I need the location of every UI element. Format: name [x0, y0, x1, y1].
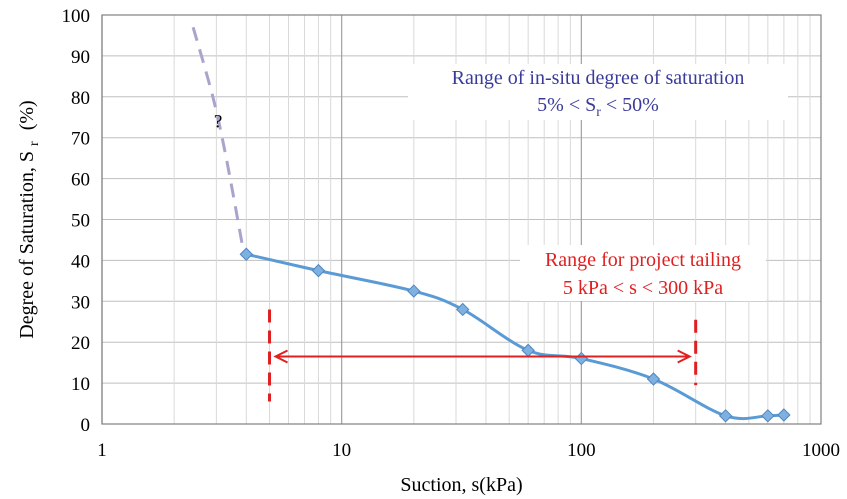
tailing-range-markers [268, 309, 698, 402]
range-arrow-head-right [677, 349, 692, 364]
y-tick-label: 50 [71, 211, 90, 232]
x-tick-label: 1 [97, 440, 107, 461]
y-axis-title-unit: (%) [16, 100, 38, 130]
x-axis-title: Suction, s(kPa) [400, 474, 522, 496]
annotation-saturation-line2-b: < 50% [601, 94, 659, 116]
data-point [407, 284, 421, 298]
y-tick-label: 70 [71, 129, 90, 150]
y-tick-label: 30 [71, 292, 90, 313]
y-tick-label: 60 [71, 170, 90, 191]
y-axis-title-sub: r [27, 141, 42, 146]
y-tick-labels: 0 10 20 30 40 50 60 70 80 90 100 [62, 6, 91, 436]
data-point [521, 343, 535, 358]
data-point [761, 409, 775, 423]
question-mark-label: ? [214, 111, 222, 132]
y-tick-label: 10 [71, 374, 90, 395]
data-point [718, 409, 733, 423]
data-point [311, 263, 326, 278]
x-tick-labels: 1 10 100 1000 [97, 440, 840, 461]
annotation-tailing-line2: 5 kPa < s < 300 kPa [563, 277, 723, 299]
annotation-saturation-line2: 5% < Sr < 50% [537, 94, 659, 120]
y-tick-label: 20 [71, 333, 90, 354]
annotation-saturation-line2-a: 5% < S [537, 94, 596, 116]
data-point [574, 351, 589, 366]
series-extrapolated-dashed [191, 26, 246, 253]
y-tick-label: 0 [81, 415, 91, 436]
data-point [456, 302, 470, 317]
x-tick-label: 1000 [802, 440, 840, 461]
plot-frame [101, 14, 822, 425]
y-tick-label: 100 [62, 6, 91, 27]
data-point [777, 408, 791, 422]
annotation-tailing-line1: Range for project tailing [545, 249, 741, 271]
annotation-saturation-line2-sub: r [596, 105, 601, 120]
data-point [239, 247, 254, 261]
x-tick-label: 100 [567, 440, 596, 461]
x-tick-label: 10 [332, 440, 351, 461]
data-point [646, 372, 661, 386]
annotation-tailing-range: Range for project tailing 5 kPa < s < 30… [520, 245, 766, 301]
range-arrow-head-left [273, 349, 288, 364]
y-tick-label: 90 [71, 47, 90, 68]
annotation-saturation-line1: Range of in-situ degree of saturation [452, 67, 745, 89]
y-tick-label: 40 [71, 251, 90, 272]
y-tick-label: 80 [71, 88, 90, 109]
annotation-saturation-range: Range of in-situ degree of saturation 5%… [408, 64, 788, 120]
y-axis-title-main: Degree of Saturation, S [16, 151, 38, 339]
dashed-line [191, 26, 246, 253]
y-axis-title: Degree of Saturation, S r (%) [16, 100, 43, 338]
